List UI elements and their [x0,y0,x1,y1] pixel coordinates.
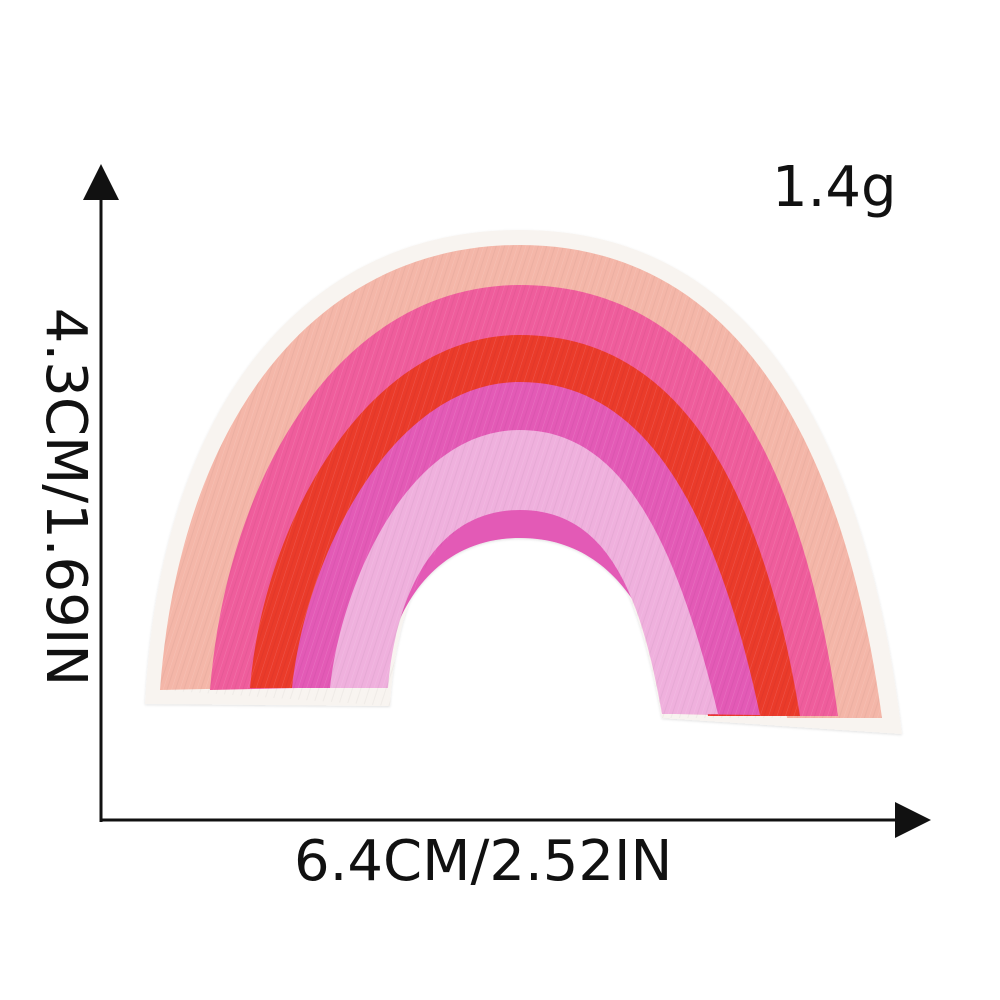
width-measurement-label: 6.4CM/2.52IN [294,829,673,894]
embroidery-texture-overlay [160,245,882,718]
weight-label: 1.4g [772,155,897,220]
height-measurement-label: 4.3CM/1.69IN [33,307,98,687]
rainbow-patch [145,230,902,734]
